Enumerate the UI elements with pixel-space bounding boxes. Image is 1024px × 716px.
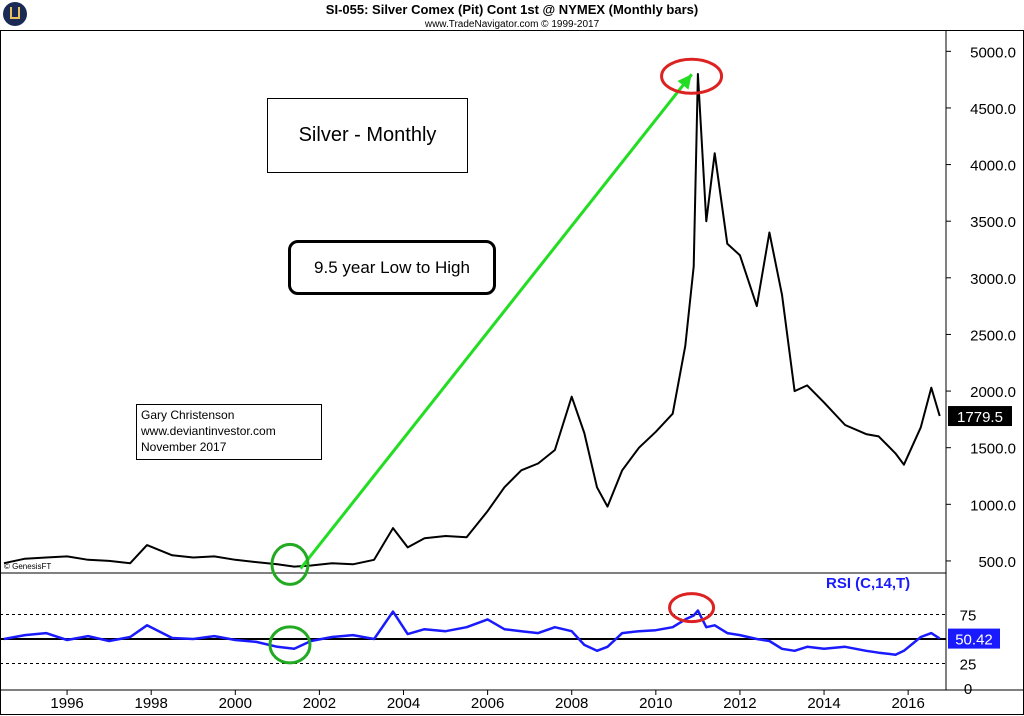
x-tick-label: 2014 [807,695,840,712]
silver-monthly-label: Silver - Monthly [267,98,468,173]
x-tick-label: 1998 [135,695,168,712]
x-tick-label: 2012 [723,695,756,712]
rsi-last-value-tag [948,628,1000,649]
price-y-tick-label: 500.0 [978,554,1016,571]
rsi-high-circle [668,592,716,624]
chart-subtitle: www.TradeNavigator.com © 1999-2017 [424,19,600,30]
rsi-title: RSI (C,14,T) [826,575,911,592]
author-name: Gary Christenson [141,408,235,422]
chart-title: SI-055: Silver Comex (Pit) Cont 1st @ NY… [325,2,699,17]
author-date: November 2017 [141,440,227,454]
author-box: Gary Christenson www.deviantinvestor.com… [136,404,322,460]
trade-navigator-logo-icon [3,2,27,26]
price-y-tick-label: 1500.0 [970,441,1016,458]
price-y-tick-label: 3500.0 [970,214,1016,231]
genesis-copyright: © GenesisFT [4,562,52,571]
rsi-y-tick-label: 0 [964,681,972,698]
price-last-value-label: 1779.5 [957,409,1003,426]
x-tick-label: 2000 [219,695,252,712]
chart-frame [0,30,1024,715]
price-y-tick-label: 5000.0 [970,44,1016,61]
rsi-y-tick-label: 25 [960,657,977,674]
price-high-circle [660,57,724,95]
rsi-last-value-label: 50.42 [955,632,993,649]
price-y-tick-label: 4500.0 [970,101,1016,118]
price-y-tick-label: 2000.0 [970,384,1016,401]
x-tick-label: 1996 [50,695,83,712]
price-y-tick-label: 2500.0 [970,327,1016,344]
x-tick-label: 2010 [639,695,672,712]
low-to-high-label: 9.5 year Low to High [288,240,496,295]
author-site: www.deviantinvestor.com [141,424,276,438]
x-tick-label: 2008 [555,695,588,712]
rsi-low-circle [268,625,312,665]
x-tick-label: 2006 [471,695,504,712]
x-tick-label: 2016 [891,695,924,712]
arrow-head-icon [677,74,692,90]
price-series-line [3,73,941,568]
price-y-tick-label: 3000.0 [970,271,1016,288]
x-tick-label: 2004 [387,695,420,712]
price-last-value-tag [948,406,1012,427]
rsi-series-line [3,609,941,656]
low-to-high-arrow [299,73,693,570]
price-y-tick-label: 1000.0 [970,497,1016,514]
price-y-tick-label: 4000.0 [970,158,1016,175]
rsi-y-tick-label: 75 [960,608,977,625]
price-low-circle [270,542,310,586]
x-tick-label: 2002 [303,695,336,712]
